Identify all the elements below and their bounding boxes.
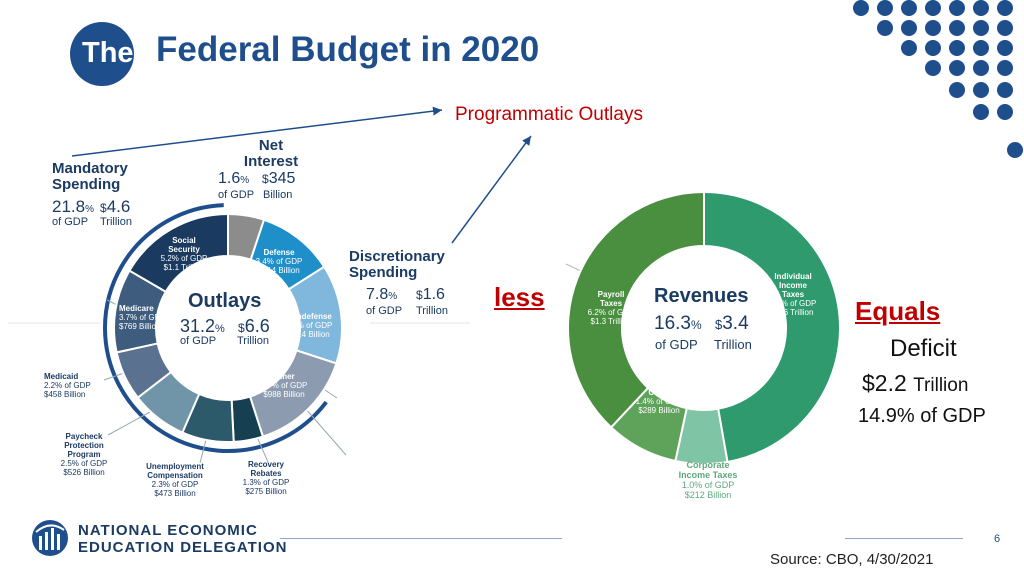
decor-dot [925, 20, 941, 36]
discretionary-callout-name: Discretionary Spending [349, 248, 445, 281]
mandatory-arc [103, 203, 347, 464]
decorative-dots [853, 0, 1023, 158]
arrow-mandatory [71, 106, 443, 157]
label-payroll: Payroll Taxes 6.2% of GDP $1.3 Trillion [587, 290, 635, 326]
decor-dot [973, 40, 989, 56]
page-title: Federal Budget in 2020 [156, 30, 540, 69]
deficit-label: Deficit [890, 335, 957, 362]
revenues-center-title: Revenues [654, 285, 749, 307]
outlays-center-pct: 31.2% [180, 316, 225, 336]
arrow-discretionary [451, 135, 532, 244]
mandatory-callout-name: Mandatory Spending [52, 160, 128, 193]
outlays-donut-chart [113, 212, 343, 443]
decor-dot [877, 20, 893, 36]
title-badge: The [70, 22, 134, 86]
label-other-outlays: Other 4.7% of GDP $988 Billion [260, 372, 308, 399]
label-unemployment: Unemployment Compensation 2.3% of GDP $473… [146, 462, 204, 498]
equals-operator: Equals [855, 296, 941, 326]
decor-dot [949, 60, 965, 76]
decor-dot [973, 104, 989, 120]
deficit-pct: 14.9% of GDP [858, 405, 986, 427]
label-medicaid: Medicaid 2.2% of GDP $458 Billion [44, 372, 91, 399]
decor-dot [973, 20, 989, 36]
org-name-line2: EDUCATION DELEGATION [78, 539, 288, 556]
decor-dot [949, 82, 965, 98]
revenues-center-amount-sub: Trillion [714, 337, 752, 352]
nepd-logo-icon [32, 520, 68, 556]
outlays-center-pct-sub: of GDP [180, 335, 217, 347]
discretionary-pct-sub: of GDP [366, 305, 403, 317]
less-operator: less [494, 282, 545, 312]
label-defense: Defense 3.4% of GDP $714 Billion [255, 248, 303, 275]
revenues-donut-chart [567, 190, 841, 465]
mandatory-pct: 21.8% [52, 197, 94, 216]
net-interest-pct: 1.6% [218, 170, 250, 187]
decor-dot [901, 20, 917, 36]
net-interest-pct-sub: of GDP [218, 189, 255, 201]
decor-dot [997, 40, 1013, 56]
net-interest-amount-sub: Billion [263, 189, 293, 201]
decor-dot [925, 0, 941, 16]
decor-dot [973, 0, 989, 16]
decor-dot [853, 0, 869, 16]
mandatory-amount-sub: Trillion [100, 216, 132, 228]
decor-dot [901, 40, 917, 56]
decor-dot [925, 60, 941, 76]
decor-dot [997, 0, 1013, 16]
footer-divider-left [280, 538, 562, 539]
decor-dot [973, 82, 989, 98]
outlays-center-title: Outlays [188, 290, 262, 312]
label-social-security: Social Security 5.2% of GDP $1.1 Trillion [160, 236, 208, 272]
decor-dot [949, 0, 965, 16]
revenues-center-pct-sub: of GDP [655, 337, 698, 352]
mandatory-amount: $4.6 [100, 197, 131, 216]
discretionary-pct: 7.8% [366, 286, 398, 303]
decor-dot [997, 20, 1013, 36]
programmatic-outlays-label: Programmatic Outlays [455, 104, 643, 125]
decor-dot [973, 60, 989, 76]
label-individual-income: Individual Income Taxes 7.7% of GDP $1.6 Tr… [769, 272, 817, 317]
label-recovery-rebates: Recovery Rebates 1.3% of GDP $275 Billion [242, 460, 290, 496]
decor-dot [997, 60, 1013, 76]
decor-dot [949, 40, 965, 56]
page-number: 6 [994, 533, 1001, 545]
outlays-center-amount: $6.6 [238, 316, 270, 336]
deficit-amount: $2.2 Trillion [862, 370, 969, 396]
label-ppp: Paycheck Protection Program 2.5% of GDP $52… [60, 432, 108, 477]
decor-dot [1007, 142, 1023, 158]
mandatory-pct-sub: of GDP [52, 216, 89, 228]
decor-dot [901, 0, 917, 16]
net-interest-amount: $345 [262, 170, 296, 187]
label-medicare: Medicare 3.7% of GDP $769 Billion [119, 304, 166, 331]
net-interest-callout-name: Net Interest [243, 137, 299, 170]
decor-dot [925, 40, 941, 56]
label-corporate: Corporate Income Taxes 1.0% of GDP $212 Bi… [678, 460, 738, 500]
source-note: Source: CBO, 4/30/2021 [770, 551, 934, 568]
revenues-center-pct: 16.3% [654, 313, 702, 334]
label-nondefense: Nondefense 4.4% of GDP $914 Billion [285, 312, 333, 339]
title-badge-text: The [82, 37, 134, 69]
label-other-revenues: Other 1.4% of GDP $289 Billion [635, 388, 683, 415]
decor-dot [997, 104, 1013, 120]
decor-dot [949, 20, 965, 36]
discretionary-amount-sub: Trillion [416, 305, 448, 317]
decor-dot [877, 0, 893, 16]
revenues-center-amount: $3.4 [715, 313, 749, 334]
decor-dot [997, 82, 1013, 98]
discretionary-amount: $1.6 [416, 286, 445, 303]
org-name-line1: NATIONAL ECONOMIC [78, 522, 258, 539]
footer-divider-right [845, 538, 963, 539]
outlays-center-amount-sub: Trillion [237, 335, 269, 347]
